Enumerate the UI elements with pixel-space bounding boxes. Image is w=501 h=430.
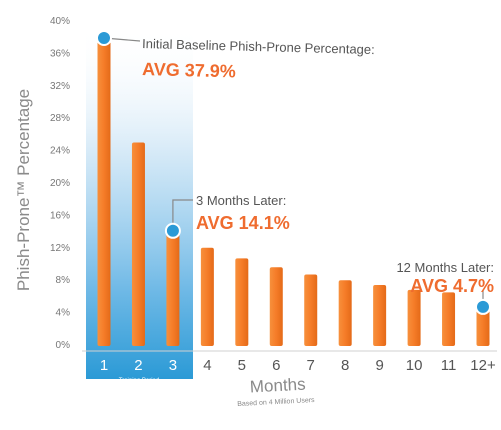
bar [97,38,111,346]
y-tick-label: 32% [50,81,70,92]
annotation-marker [475,298,491,315]
x-tick-labels: 1 2 3 4 5 6 7 8 9 10 11 12+ [100,357,496,374]
x-axis-sublabel: Based on 4 Million Users [237,397,315,408]
annotation-avg: AVG 4.7% [410,276,494,296]
annotation-leader-line [172,199,193,231]
y-tick-label: 40% [50,16,70,27]
x-tick-label: 1 [100,357,108,374]
y-axis: 0% 4% 8% 12% 16% 20% 24% 28% 32% 36% 40% [50,16,70,351]
annotation-avg: AVG 37.9% [142,59,236,81]
y-tick-label: 20% [50,178,70,189]
x-tick-label: 10 [406,357,423,374]
x-tick-label: 6 [272,357,280,374]
bar [407,289,421,346]
x-tick-label: 11 [441,357,457,374]
x-tick-label: 2 [134,357,142,374]
bar [476,306,490,346]
y-tick-label: 16% [50,210,70,221]
y-tick-label: 36% [50,48,70,59]
x-tick-label: 4 [203,357,211,374]
annotation-marker [96,30,112,47]
bar [269,267,283,346]
bar [200,247,214,346]
annotation-marker [164,222,181,239]
bar [373,285,387,346]
annotation-label: Initial Baseline Phish-Prone Percentage: [142,36,375,57]
bar [304,274,318,346]
y-axis-label: Phish-Prone™ Percentage [14,89,33,291]
annotation-label: 3 Months Later: [196,193,286,208]
y-tick-label: 0% [56,340,71,351]
bar [131,142,145,346]
x-tick-label: 12+ [470,357,496,374]
y-tick-label: 28% [50,113,70,124]
x-tick-label: 9 [375,357,383,374]
bar [338,280,352,346]
y-tick-label: 24% [50,146,70,157]
bar [442,292,456,346]
x-tick-label: 7 [307,357,315,374]
annotations-group: Initial Baseline Phish-Prone Percentage:… [96,30,494,315]
bar [166,230,180,346]
x-tick-label: 8 [341,357,349,374]
x-axis-label: Months [249,375,306,397]
y-tick-label: 4% [56,308,71,319]
bar [235,258,249,346]
annotation-avg: AVG 14.1% [196,213,290,233]
y-tick-label: 8% [56,275,71,286]
y-tick-label: 12% [50,243,70,254]
annotation-label: 12 Months Later: [396,260,494,275]
training-period-label: Training Period [119,378,159,384]
x-tick-label: 5 [238,357,246,374]
bars-group [97,38,490,346]
x-tick-label: 3 [169,357,177,374]
